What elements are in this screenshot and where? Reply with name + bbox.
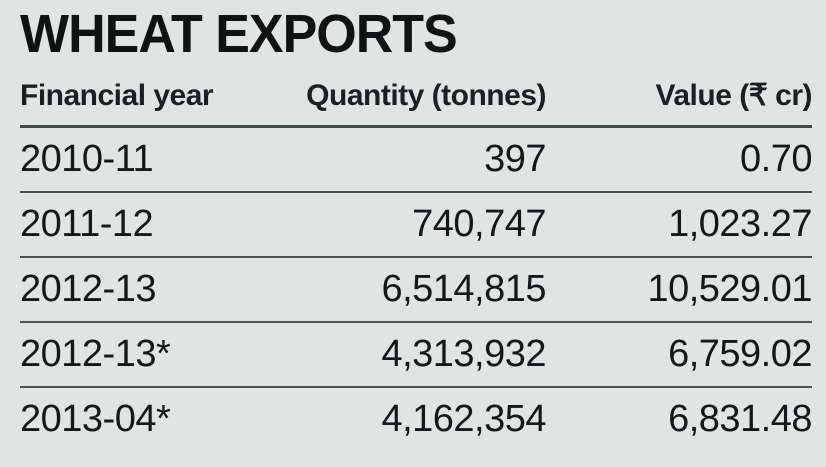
table-row: 2011-12 740,747 1,023.27 bbox=[20, 191, 813, 256]
page-title: WHEAT EXPORTS bbox=[20, 4, 458, 65]
table-row: 2012-13* 4,313,932 6,759.02 bbox=[20, 321, 813, 386]
cell-value-rs-cr: 6,831.48 bbox=[668, 398, 812, 440]
table-body: 2010-11 397 0.70 2011-12 740,747 1,023.27 2012… bbox=[20, 128, 813, 451]
cell-quantity-tonnes: 4,162,354 bbox=[381, 398, 546, 440]
cell-financial-year: 2011-12 bbox=[20, 203, 154, 245]
cell-value-rs-cr: 1,023.27 bbox=[668, 203, 812, 245]
col-header-value-rs-cr: Value (₹ cr) bbox=[655, 79, 813, 112]
table-row: 2012-13 6,514,815 10,529.01 bbox=[20, 256, 813, 321]
col-header-quantity-tonnes: Quantity (tonnes) bbox=[306, 79, 546, 112]
cell-financial-year: 2012-13 bbox=[20, 268, 156, 310]
col-header-financial-year: Financial year bbox=[20, 79, 214, 112]
table-row: 2013-04* 4,162,354 6,831.48 bbox=[20, 386, 813, 451]
cell-quantity-tonnes: 6,514,815 bbox=[381, 268, 546, 310]
table-row: 2010-11 397 0.70 bbox=[20, 128, 813, 191]
cell-financial-year: 2013-04* bbox=[20, 398, 171, 440]
cell-value-rs-cr: 10,529.01 bbox=[647, 268, 812, 310]
cell-value-rs-cr: 0.70 bbox=[740, 138, 812, 180]
cell-quantity-tonnes: 397 bbox=[484, 138, 546, 180]
cell-financial-year: 2012-13* bbox=[20, 333, 171, 375]
cell-quantity-tonnes: 4,313,932 bbox=[381, 333, 546, 375]
table-header-row: Financial year Quantity (tonnes) Value (… bbox=[20, 78, 813, 128]
cell-financial-year: 2010-11 bbox=[20, 138, 154, 180]
cell-quantity-tonnes: 740,747 bbox=[412, 203, 546, 245]
cell-value-rs-cr: 6,759.02 bbox=[668, 333, 812, 375]
